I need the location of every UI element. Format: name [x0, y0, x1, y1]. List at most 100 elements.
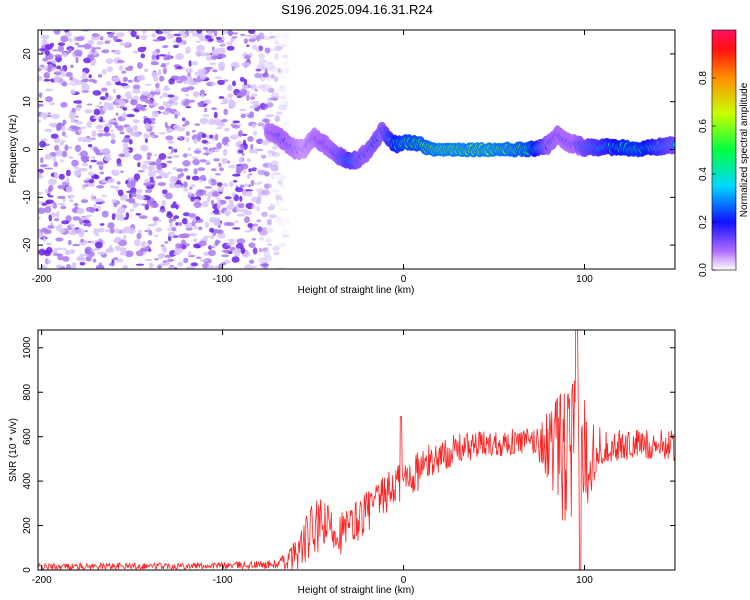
- noise-speck: [52, 155, 57, 162]
- noise-speck: [266, 102, 274, 108]
- noise-speck: [217, 79, 225, 85]
- noise-speck: [239, 108, 247, 112]
- noise-speck: [230, 200, 234, 208]
- noise-speck: [216, 47, 223, 52]
- noise-speck: [136, 232, 142, 240]
- noise-speck: [270, 164, 279, 172]
- noise-speck: [281, 55, 289, 58]
- noise-speck: [190, 184, 196, 188]
- noise-speck: [214, 30, 218, 37]
- noise-speck: [119, 82, 129, 87]
- noise-speck: [53, 75, 62, 83]
- noise-speck: [196, 45, 201, 50]
- noise-speck: [140, 105, 146, 112]
- noise-speck: [168, 78, 175, 85]
- noise-speck: [277, 85, 287, 93]
- noise-speck: [232, 173, 241, 177]
- noise-speck: [75, 56, 79, 64]
- noise-speck: [240, 163, 249, 170]
- noise-speck: [111, 31, 116, 34]
- noise-speck: [114, 49, 121, 55]
- noise-speck: [132, 119, 140, 124]
- noise-speck: [126, 190, 132, 193]
- noise-speck: [62, 248, 67, 251]
- noise-speck: [167, 266, 176, 269]
- noise-speck: [270, 160, 279, 167]
- noise-speck: [232, 125, 240, 129]
- noise-speck: [68, 156, 74, 160]
- noise-speck: [193, 238, 198, 243]
- noise-speck: [238, 149, 244, 154]
- noise-speck: [130, 187, 137, 194]
- noise-speck: [205, 160, 211, 164]
- noise-speck: [144, 138, 148, 143]
- noise-speck: [40, 112, 48, 118]
- noise-speck: [111, 199, 117, 203]
- noise-speck: [148, 165, 153, 173]
- snr-data: [38, 330, 675, 570]
- noise-speck: [162, 101, 167, 106]
- noise-speck: [93, 228, 99, 236]
- noise-speck: [40, 138, 48, 142]
- x-tick-label: 0: [401, 575, 407, 586]
- noise-speck: [135, 188, 143, 194]
- noise-speck: [191, 130, 196, 133]
- noise-speck: [47, 63, 54, 69]
- noise-speck: [132, 88, 141, 94]
- noise-speck: [248, 149, 256, 154]
- noise-speck: [122, 76, 128, 83]
- noise-speck: [257, 84, 264, 89]
- noise-speck: [209, 147, 213, 152]
- noise-speck: [52, 202, 57, 209]
- snr-y-axis-label: SNR (10 * v/v): [8, 418, 19, 482]
- noise-speck: [136, 75, 146, 81]
- noise-speck: [50, 212, 57, 218]
- noise-speck: [55, 211, 60, 218]
- noise-speck: [81, 83, 91, 91]
- noise-speck: [154, 258, 159, 261]
- noise-speck: [256, 205, 260, 212]
- noise-speck: [261, 211, 268, 218]
- noise-speck: [242, 170, 247, 174]
- noise-speck: [151, 33, 157, 38]
- noise-speck: [267, 97, 275, 101]
- noise-speck: [266, 150, 276, 157]
- noise-speck: [153, 76, 159, 82]
- noise-speck: [156, 163, 163, 171]
- noise-speck: [135, 250, 144, 257]
- colorbar: 0.0 0.2 0.4 0.6 0.8 Normalized spectral ampl…: [698, 29, 750, 277]
- noise-speck: [231, 256, 240, 263]
- noise-speck: [137, 170, 145, 173]
- y-tick-label: -10: [22, 190, 33, 205]
- noise-speck: [226, 45, 235, 51]
- noise-speck: [155, 54, 160, 60]
- y-tick-label: 800: [22, 383, 33, 400]
- noise-speck: [132, 84, 141, 90]
- noise-speck: [144, 99, 154, 104]
- noise-speck: [197, 167, 206, 172]
- noise-speck: [159, 209, 167, 213]
- spectrogram-y-axis-label: Frequency (Hz): [8, 115, 19, 184]
- noise-speck: [245, 191, 253, 197]
- noise-speck: [128, 227, 136, 234]
- noise-speck: [275, 196, 283, 200]
- noise-speck: [270, 152, 279, 155]
- noise-speck: [70, 264, 77, 269]
- colorbar-ticks: 0.0 0.2 0.4 0.6 0.8: [698, 71, 716, 277]
- noise-speck: [73, 49, 83, 57]
- noise-speck: [169, 222, 174, 229]
- noise-speck: [277, 112, 282, 118]
- noise-speck: [241, 152, 245, 156]
- noise-speck: [151, 71, 159, 78]
- noise-speck: [100, 200, 105, 204]
- noise-speck: [246, 44, 250, 47]
- noise-speck: [215, 197, 221, 200]
- noise-speck: [193, 201, 202, 208]
- noise-speck: [237, 131, 243, 137]
- noise-speck: [80, 76, 88, 79]
- noise-speck: [188, 233, 198, 237]
- noise-speck: [91, 36, 95, 40]
- noise-speck: [82, 183, 86, 190]
- noise-speck: [191, 156, 198, 159]
- noise-speck: [250, 143, 254, 150]
